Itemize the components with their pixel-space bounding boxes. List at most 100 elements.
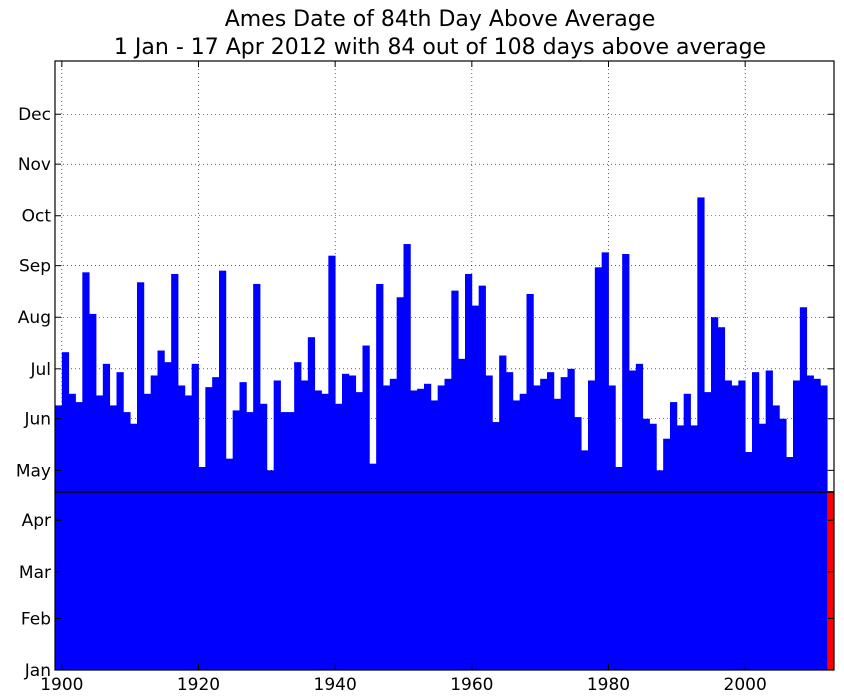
y-tick-label: Dec <box>18 105 51 125</box>
bar <box>478 285 486 670</box>
bar <box>642 418 650 670</box>
bar <box>225 458 234 670</box>
x-tick-label: 1900 <box>40 675 83 695</box>
bar <box>369 463 377 670</box>
bar <box>178 385 186 670</box>
bar <box>608 385 616 670</box>
y-tick-label: Jan <box>24 661 51 681</box>
bar <box>280 412 288 670</box>
bar <box>574 417 582 670</box>
bar <box>765 370 773 670</box>
bar <box>649 423 657 670</box>
bar <box>690 425 698 670</box>
x-tick-label: 1960 <box>450 675 493 695</box>
bar <box>355 392 363 670</box>
bars <box>55 197 835 671</box>
bar <box>683 393 691 670</box>
bar <box>376 283 384 670</box>
bar <box>670 402 678 670</box>
bar <box>779 418 787 670</box>
bar <box>301 380 309 670</box>
bar <box>492 422 500 670</box>
bar <box>116 372 124 670</box>
bar <box>752 372 760 670</box>
bar <box>232 410 240 670</box>
bar <box>55 405 63 670</box>
bar <box>266 470 275 670</box>
bar <box>362 345 370 670</box>
bar <box>731 385 739 670</box>
bar <box>260 403 268 670</box>
bar <box>198 467 206 670</box>
bar <box>806 375 814 670</box>
bar <box>212 377 220 670</box>
bar <box>704 392 712 670</box>
bar <box>547 372 555 670</box>
bar <box>273 380 281 670</box>
bar <box>581 450 589 670</box>
bar <box>533 385 541 670</box>
bar <box>82 272 90 670</box>
bar <box>164 362 172 670</box>
x-axis: 1900 1920 1940 1960 1980 2000 <box>40 61 767 695</box>
bar <box>745 452 753 670</box>
bar <box>342 373 350 670</box>
bar <box>485 375 493 670</box>
bar <box>348 375 357 670</box>
bar <box>396 297 404 670</box>
bar <box>465 273 473 670</box>
y-tick-label: Jun <box>23 410 51 430</box>
bar <box>130 423 138 670</box>
bar <box>219 270 227 670</box>
y-tick-label: Apr <box>22 511 51 531</box>
bar <box>717 327 726 670</box>
bar <box>184 395 193 670</box>
bar <box>567 368 575 670</box>
bar <box>601 252 609 670</box>
bar <box>711 317 719 670</box>
bar <box>458 358 466 670</box>
bar <box>307 337 316 670</box>
bar <box>738 380 746 670</box>
bar <box>335 403 343 670</box>
bar <box>143 393 152 670</box>
bar <box>594 267 603 670</box>
bar <box>697 197 705 670</box>
bar-highlight <box>827 491 835 670</box>
bar <box>758 423 767 670</box>
y-tick-label: Oct <box>22 207 52 227</box>
bar <box>656 470 664 670</box>
bar <box>417 388 425 670</box>
bar <box>635 363 644 670</box>
x-tick-label: 1940 <box>314 675 357 695</box>
bar <box>430 400 439 670</box>
bar <box>294 362 302 670</box>
bar <box>410 390 418 670</box>
y-tick-label: May <box>16 461 51 481</box>
x-tick-label: 2000 <box>724 675 767 695</box>
bar <box>622 254 630 670</box>
bar <box>512 400 521 670</box>
bar <box>820 385 828 670</box>
y-axis: Jan Feb Mar Apr May Jun Jul Aug Sep Oct Nov Dec <box>16 105 834 681</box>
bar <box>321 393 329 670</box>
bar <box>328 255 336 670</box>
bar <box>424 383 432 670</box>
bar <box>403 244 411 671</box>
chart-title: Ames Date of 84th Day Above Average <box>225 7 656 32</box>
y-tick-label: Feb <box>21 609 51 629</box>
bar <box>314 390 322 670</box>
y-tick-label: Mar <box>19 563 51 583</box>
y-tick-label: Jul <box>29 360 51 380</box>
bar <box>615 467 623 670</box>
bar <box>588 380 596 670</box>
bar <box>75 402 83 670</box>
bar <box>171 273 179 670</box>
bar <box>437 385 445 670</box>
bar <box>519 393 527 670</box>
bar <box>786 457 794 670</box>
x-tick-label: 1920 <box>177 675 220 695</box>
bar <box>102 363 111 670</box>
bar <box>68 393 76 670</box>
